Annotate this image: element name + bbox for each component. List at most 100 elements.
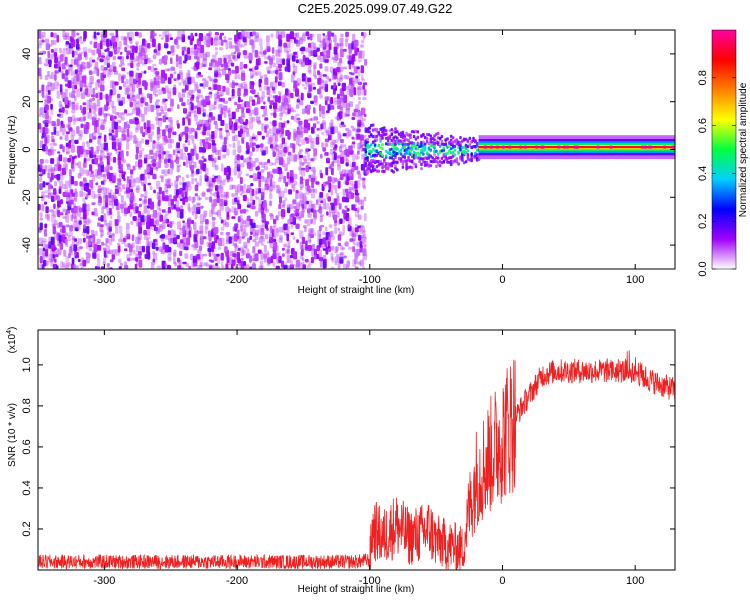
heatmap-cell [168,198,172,207]
heatmap-cell [307,80,313,87]
heatmap-cell [333,152,337,161]
heatmap-cell [68,192,72,198]
heatmap-cell [167,108,172,112]
heatmap-cell [52,138,56,145]
heatmap-cell [235,65,239,74]
heatmap-cell [138,259,143,268]
heatmap-cell [99,58,104,63]
heatmap-cell [360,121,365,125]
heatmap-cell [240,85,245,90]
heatmap-cell [310,100,315,105]
heatmap-cell [381,143,384,147]
heatmap-cell [83,31,87,39]
heatmap-cell [357,227,362,232]
heatmap-cell [275,227,279,233]
heatmap-cell [299,162,304,167]
heatmap-cell [167,138,172,143]
heatmap-cell [61,234,65,242]
heatmap-cell [135,154,139,160]
heatmap-cell [405,162,408,166]
heatmap-cell [260,175,264,179]
heatmap-cell [53,143,58,146]
heatmap-cell [160,248,166,255]
heatmap-cell [243,265,247,269]
heatmap-cell [305,47,308,53]
heatmap-cell [181,193,184,198]
heatmap-cell [176,119,179,126]
heatmap-cell [455,138,459,142]
heatmap-cell [140,47,145,53]
heatmap-cell [314,46,318,55]
heatmap-cell [254,135,258,142]
heatmap-cell [392,158,395,162]
heatmap-cell [138,155,142,159]
heatmap-cell [470,159,473,163]
heatmap-cell [132,202,136,212]
heatmap-cell [352,53,356,62]
heatmap-cell [114,115,117,120]
heatmap-cell [311,126,315,134]
heatmap-cell [188,89,193,96]
heatmap-cell [135,127,139,133]
heatmap-cell [340,33,344,38]
heatmap-cell [425,136,429,140]
heatmap-cell [334,139,338,143]
heatmap-cell [71,90,76,94]
heatmap-cell [137,210,141,218]
y-tick-label: 0 [21,146,33,152]
heatmap-cell [187,216,192,220]
heatmap-cell [287,240,291,248]
heatmap-cell [134,46,138,54]
heatmap-cell [47,149,52,156]
heatmap-cell [436,156,440,160]
heatmap-cell [80,61,86,70]
heatmap-cell [245,264,250,269]
heatmap-cell [85,252,90,258]
heatmap-cell [111,202,115,209]
heatmap-cell [96,238,101,244]
heatmap-cell [128,179,132,188]
heatmap-cell [126,150,129,157]
heatmap-cell [297,95,302,102]
heatmap-cell [263,245,267,253]
heatmap-cell [121,76,124,84]
heatmap-cell [92,136,97,140]
heatmap-cell [134,263,138,269]
heatmap-cell [353,127,357,131]
heatmap-cell [292,109,297,113]
heatmap-cell [129,189,134,193]
heatmap-cell [243,64,248,69]
heatmap-cell [319,111,322,117]
heatmap-cell [243,241,248,248]
heatmap-cell [181,176,185,182]
heatmap-cell [199,83,204,87]
heatmap-cell [216,90,220,94]
heatmap-cell [241,30,245,39]
heatmap-cell [91,177,96,182]
heatmap-cell [222,265,225,269]
heatmap-cell [138,226,143,234]
heatmap-cell [135,146,139,154]
heatmap-cell [197,195,200,201]
heatmap-cell [267,159,271,164]
heatmap-cell [351,230,356,237]
heatmap-cell [362,84,366,90]
heatmap-cell [95,92,99,99]
heatmap-cell [308,239,312,244]
heatmap-cell [196,96,199,103]
heatmap-cell [340,156,345,164]
heatmap-cell [293,154,297,162]
heatmap-cell [156,137,160,141]
y-tick-label: -40 [21,237,33,253]
heatmap-cell [140,126,144,134]
heatmap-cell [203,40,207,45]
heatmap-cell [219,35,222,40]
heatmap-cell [129,257,134,262]
heatmap-cell [224,123,229,131]
heatmap-cell [173,237,178,245]
heatmap-cell [62,157,67,163]
heatmap-cell [181,88,186,93]
heatmap-cell [362,118,366,121]
heatmap-cell [76,32,80,36]
heatmap-cell [56,173,61,181]
